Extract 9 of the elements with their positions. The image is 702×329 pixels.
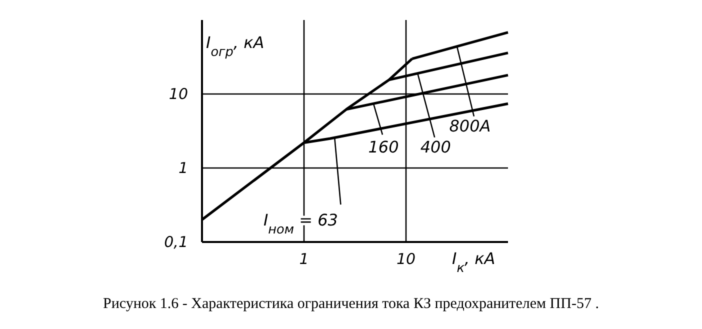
y-tick-label: 1 xyxy=(178,159,188,177)
y-tick-label: 10 xyxy=(168,85,188,103)
y-axis-title: I$_{огр}$, кА xyxy=(206,33,264,60)
x-axis-title: I$_{к}$, кА xyxy=(452,249,496,276)
annotation: 800A xyxy=(449,116,491,136)
annotation: 400 xyxy=(420,137,451,156)
text: Рисунок 1.6 - Характеристика ограничения тока КЗ предохранителем ПП-57 . xyxy=(103,296,599,312)
y-tick-label: 0,1 xyxy=(164,233,188,251)
annotation: 160 xyxy=(368,138,399,157)
